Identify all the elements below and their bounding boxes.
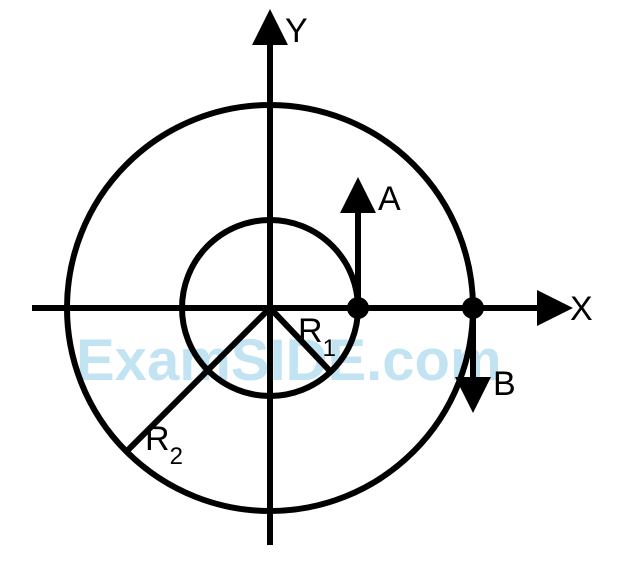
y-axis-label: Y <box>285 12 308 50</box>
point-a <box>347 297 369 319</box>
watermark: ExamSIDE.com <box>76 328 502 393</box>
x-axis-label: X <box>570 290 593 328</box>
physics-diagram: ExamSIDE.comXYABR1R2 <box>0 0 642 583</box>
r2-label: R2 <box>145 420 183 470</box>
point-b <box>462 297 484 319</box>
vector-b-label: B <box>493 365 516 403</box>
vector-a-label: A <box>378 180 401 218</box>
